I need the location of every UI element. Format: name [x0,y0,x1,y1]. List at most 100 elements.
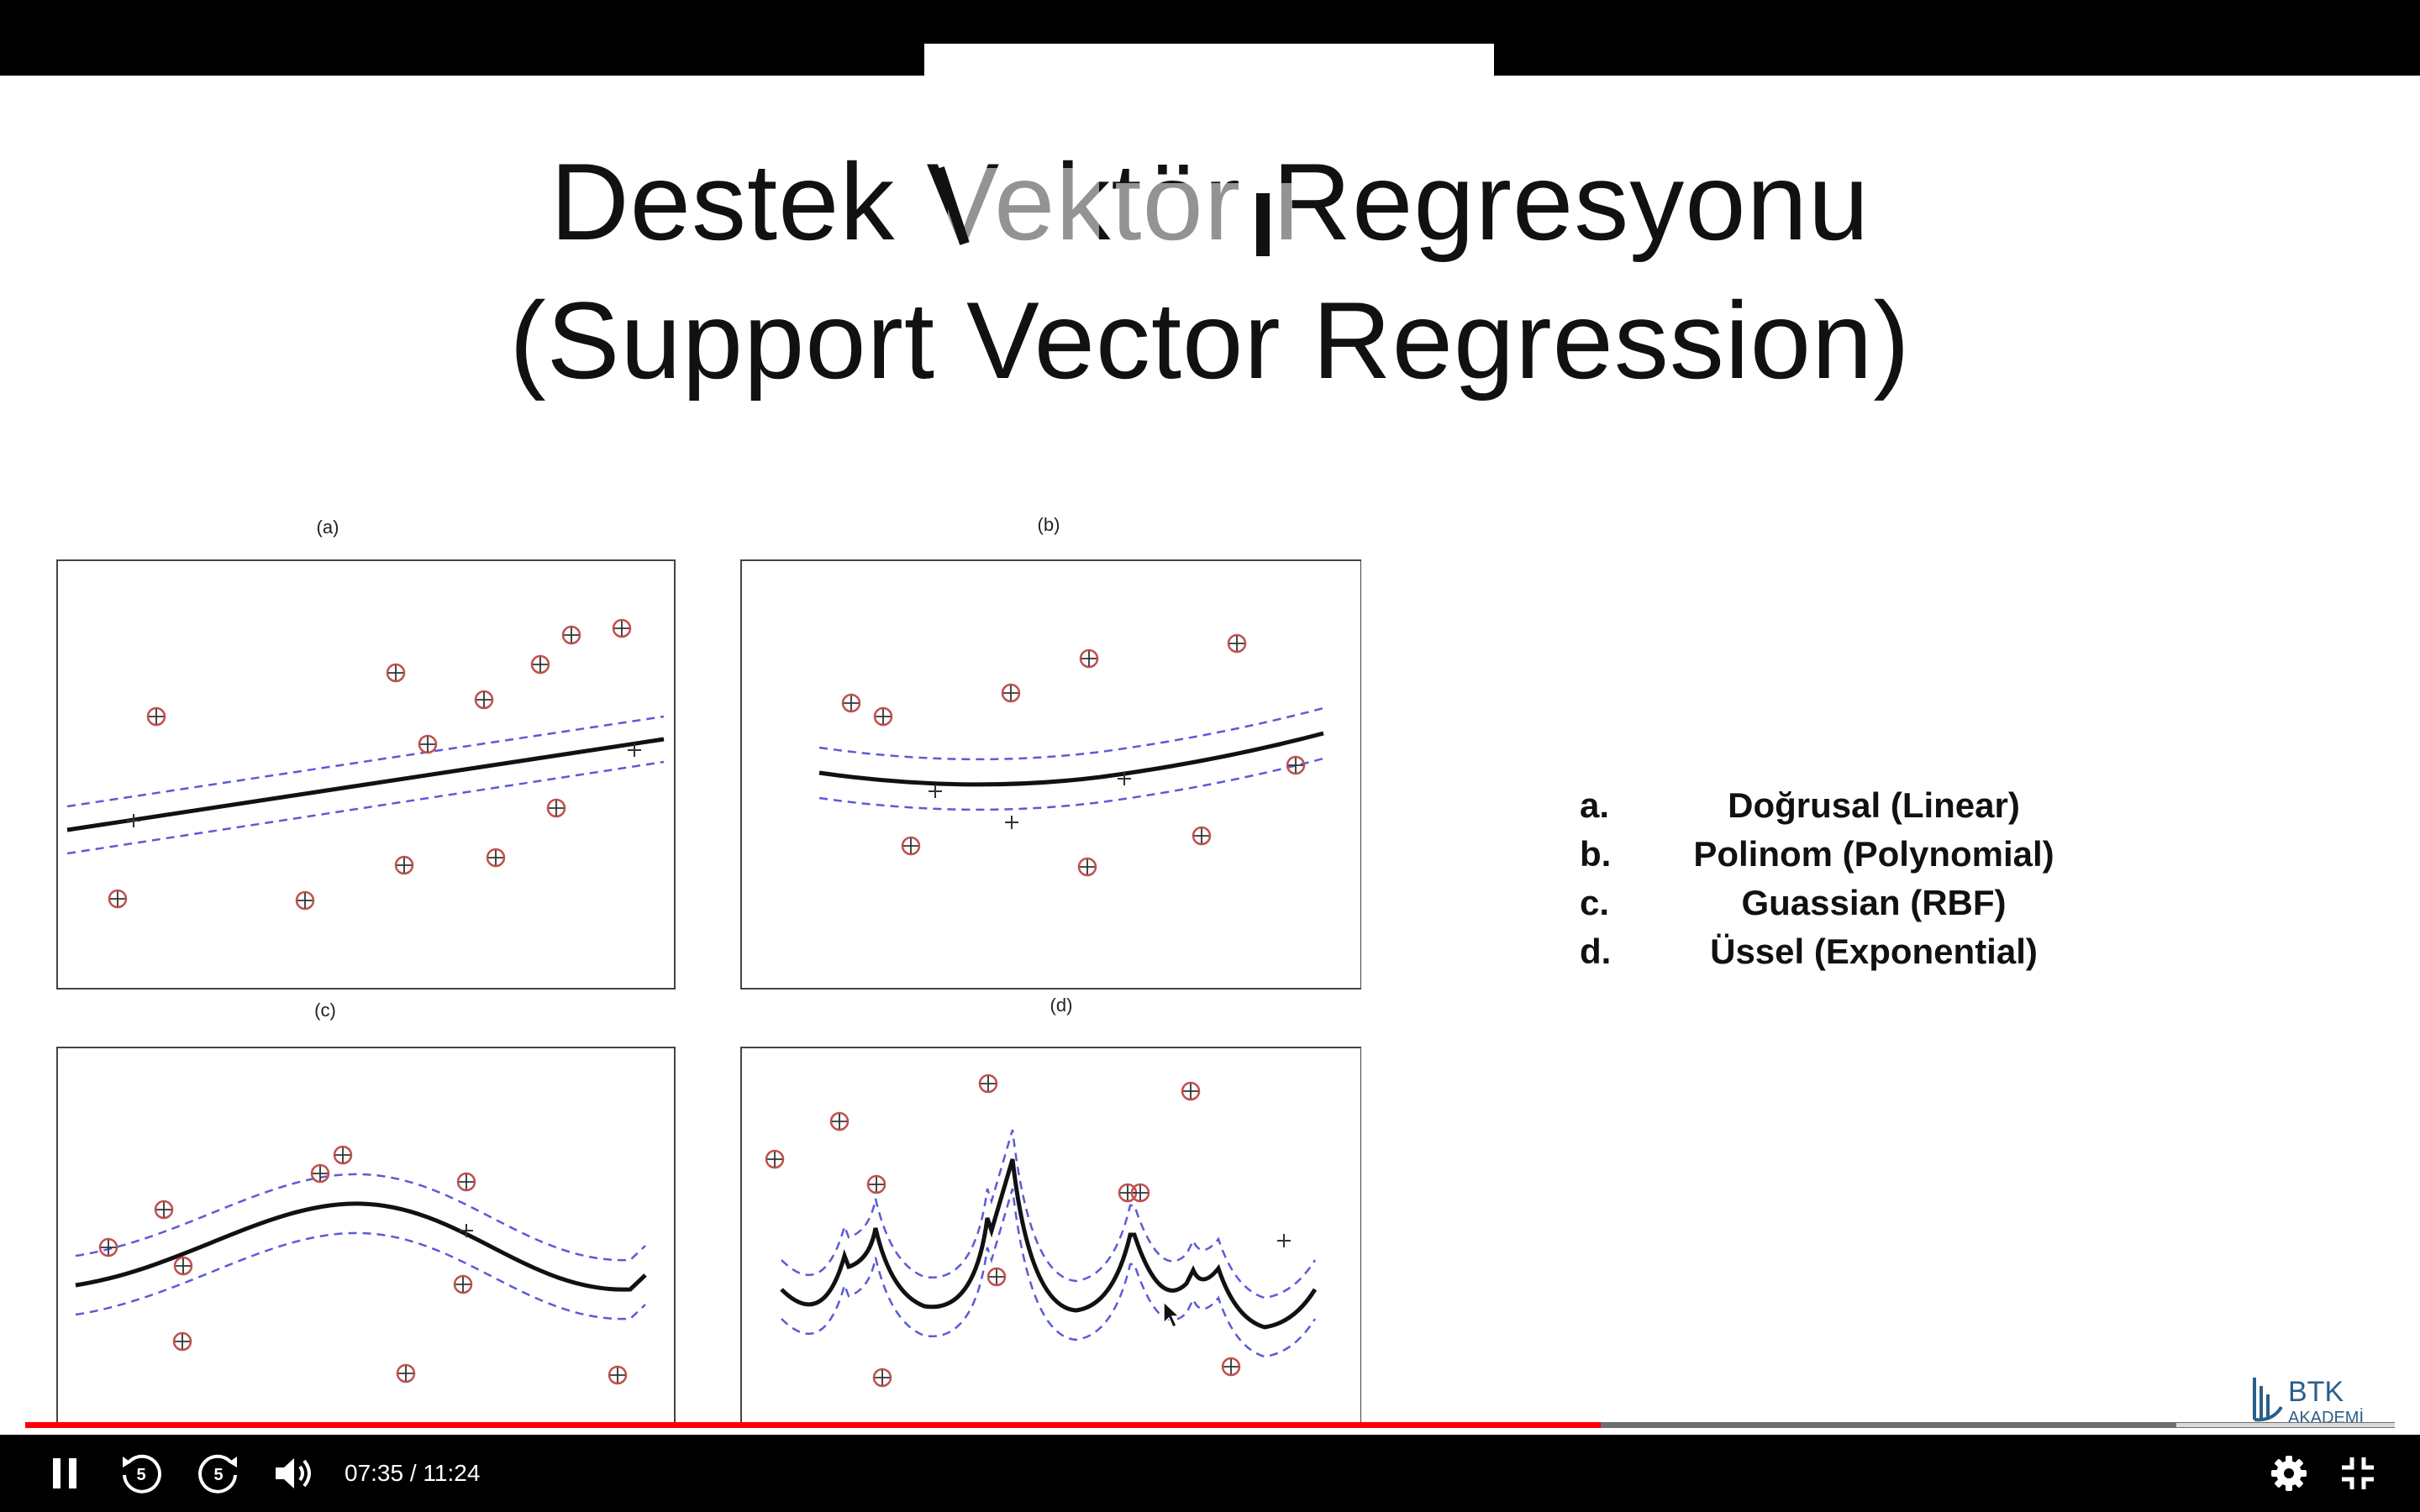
logo-text: BTK [2288,1376,2344,1408]
pause-icon [53,1458,76,1488]
kernel-item: a. Doğrusal (Linear) [1580,781,2092,830]
support-vector-point [486,848,506,868]
support-vector-point [1130,1183,1150,1203]
support-vector-point [829,1111,850,1131]
kernel-letter: a. [1580,785,1610,825]
support-vector-point [154,1200,174,1220]
kernel-item: c. Guassian (RBF) [1580,879,2092,927]
pause-button[interactable] [39,1448,90,1499]
support-vector-point [456,1172,476,1192]
inner-data-point [1118,772,1131,785]
panel-a-curves [66,715,665,855]
top-notch [924,44,1494,76]
kernel-list: a. Doğrusal (Linear) b. Polinom (Polynomia… [1580,781,2092,976]
skip-back-seconds: 5 [136,1466,145,1484]
support-vector-point [530,654,550,675]
skip-back-button[interactable]: 5 [116,1448,166,1499]
support-vector-point [901,836,921,856]
support-vector-point [333,1145,353,1165]
support-vector-point [1286,755,1306,775]
support-vector-point [396,1363,416,1383]
support-vector-point [978,1074,998,1094]
panel-b-frame [740,559,1361,990]
support-vector-point [474,690,494,710]
support-vector-point [453,1274,473,1294]
kernel-item: b. Polinom (Polynomial) [1580,830,2092,879]
support-vector-point [108,889,128,909]
inner-data-point [1277,1234,1291,1247]
skip-forward-button[interactable]: 5 [193,1448,244,1499]
panel-d-curves [780,1129,1318,1358]
progress-bar[interactable] [25,1422,2395,1428]
support-vector-point [394,855,414,875]
support-vector-point [873,706,893,727]
support-vector-points [98,618,1306,1388]
support-vector-point [146,706,166,727]
mouse-cursor-icon [1163,1300,1181,1329]
kernel-item: d. Üssel (Exponential) [1580,927,2092,976]
support-vector-point [386,663,406,683]
panel-label-a: (a) [317,517,339,538]
support-vector-point [561,625,581,645]
support-vector-point [866,1174,886,1194]
panel-label-b: (b) [1038,514,1060,535]
support-vector-point [310,1163,330,1184]
support-vector-point [173,1256,193,1276]
progress-fill [25,1422,1602,1428]
kernel-letter: c. [1580,883,1610,922]
support-vector-point [1181,1081,1201,1101]
panel-b-curves [818,706,1324,811]
exit-fullscreen-button[interactable] [2333,1448,2383,1499]
inner-data-point [460,1224,473,1237]
support-vector-point [546,798,566,818]
volume-button[interactable] [269,1448,319,1499]
exit-fullscreen-icon [2342,1457,2374,1489]
kernel-letter: b. [1580,834,1612,874]
volume-icon [276,1458,311,1488]
inner-data-point [929,785,942,798]
support-vector-point [1079,648,1099,669]
support-vector-point [765,1149,785,1169]
support-vector-point [1221,1357,1241,1377]
inner-data-point [127,814,140,827]
panel-label-d: (d) [1050,995,1073,1016]
support-vector-point [612,618,632,638]
support-vector-point [1227,633,1247,654]
support-vector-point [1001,683,1021,703]
inner-data-point [1005,816,1018,829]
time-display: 07:35 / 11:24 [345,1460,481,1486]
title-occlusion [934,166,1292,256]
support-vector-point [1077,857,1097,877]
support-vector-point [608,1365,628,1385]
support-vector-point [172,1331,192,1352]
kernel-label: Guassian (RBF) [1741,883,2007,922]
panel-c-curves [75,1173,647,1320]
support-vector-point [841,693,861,713]
support-vector-point [98,1237,118,1257]
settings-button[interactable] [2264,1448,2314,1499]
kernel-label: Üssel (Exponential) [1710,932,2038,971]
support-vector-point [418,734,438,754]
replay-5-icon: 5 [123,1454,161,1494]
support-vector-point [295,890,315,911]
kernel-letter: d. [1580,932,1612,971]
panel-c-frame [56,1047,676,1425]
support-vector-point [872,1368,892,1388]
svr-kernel-figure: (a) (b) (c) (d) [56,514,1361,1425]
forward-5-icon: 5 [198,1454,237,1494]
panel-d-frame [740,1047,1361,1425]
panel-label-c: (c) [314,1000,336,1021]
support-vector-point [1192,826,1212,846]
inner-data-point [628,743,641,757]
slide-title-line2: (Support Vector Regression) [509,279,1911,402]
player-control-bar [0,1435,2420,1512]
progress-hover-preview [2176,1423,2395,1427]
settings-icon [2271,1456,2307,1491]
kernel-label: Polinom (Polynomial) [1693,834,2054,874]
kernel-label: Doğrusal (Linear) [1728,785,2020,825]
slide: Destek Vektör Regresyonu (Support Vector… [0,76,2420,1435]
skip-forward-seconds: 5 [213,1466,223,1484]
panel-a-frame [56,559,676,990]
btk-akademi-logo: BTK AKADEMİ [2253,1376,2364,1427]
inner-data-points [127,743,1291,1247]
